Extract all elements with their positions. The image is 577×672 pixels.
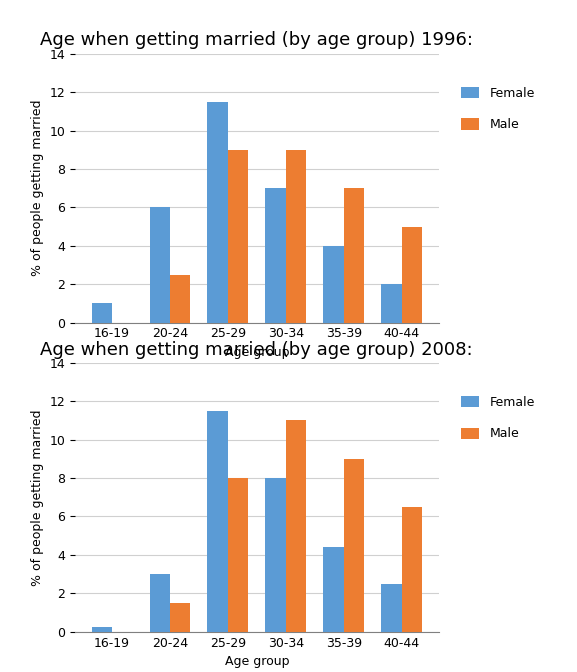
Bar <box>208 101 228 323</box>
Bar <box>286 421 306 632</box>
Bar <box>170 275 190 323</box>
Bar <box>92 627 112 632</box>
Bar <box>344 459 364 632</box>
Bar <box>149 208 170 323</box>
Bar <box>381 284 402 323</box>
Bar <box>208 411 228 632</box>
Bar <box>402 226 422 323</box>
Bar <box>381 584 402 632</box>
Bar <box>265 188 286 323</box>
Bar <box>92 303 112 323</box>
Bar <box>344 188 364 323</box>
Bar <box>324 246 344 323</box>
Y-axis label: % of people getting married: % of people getting married <box>31 100 44 276</box>
Bar <box>149 574 170 632</box>
Bar <box>170 603 190 632</box>
Title: Age when getting married (by age group) 2008:: Age when getting married (by age group) … <box>40 341 473 359</box>
Title: Age when getting married (by age group) 1996:: Age when getting married (by age group) … <box>40 32 473 50</box>
Bar <box>265 478 286 632</box>
Bar <box>286 150 306 323</box>
Legend: Female, Male: Female, Male <box>456 81 540 136</box>
X-axis label: Age group: Age group <box>224 346 289 359</box>
Bar <box>228 478 248 632</box>
Bar <box>228 150 248 323</box>
Legend: Female, Male: Female, Male <box>456 390 540 446</box>
Bar <box>324 547 344 632</box>
Bar <box>402 507 422 632</box>
Y-axis label: % of people getting married: % of people getting married <box>31 409 44 585</box>
X-axis label: Age group: Age group <box>224 655 289 668</box>
